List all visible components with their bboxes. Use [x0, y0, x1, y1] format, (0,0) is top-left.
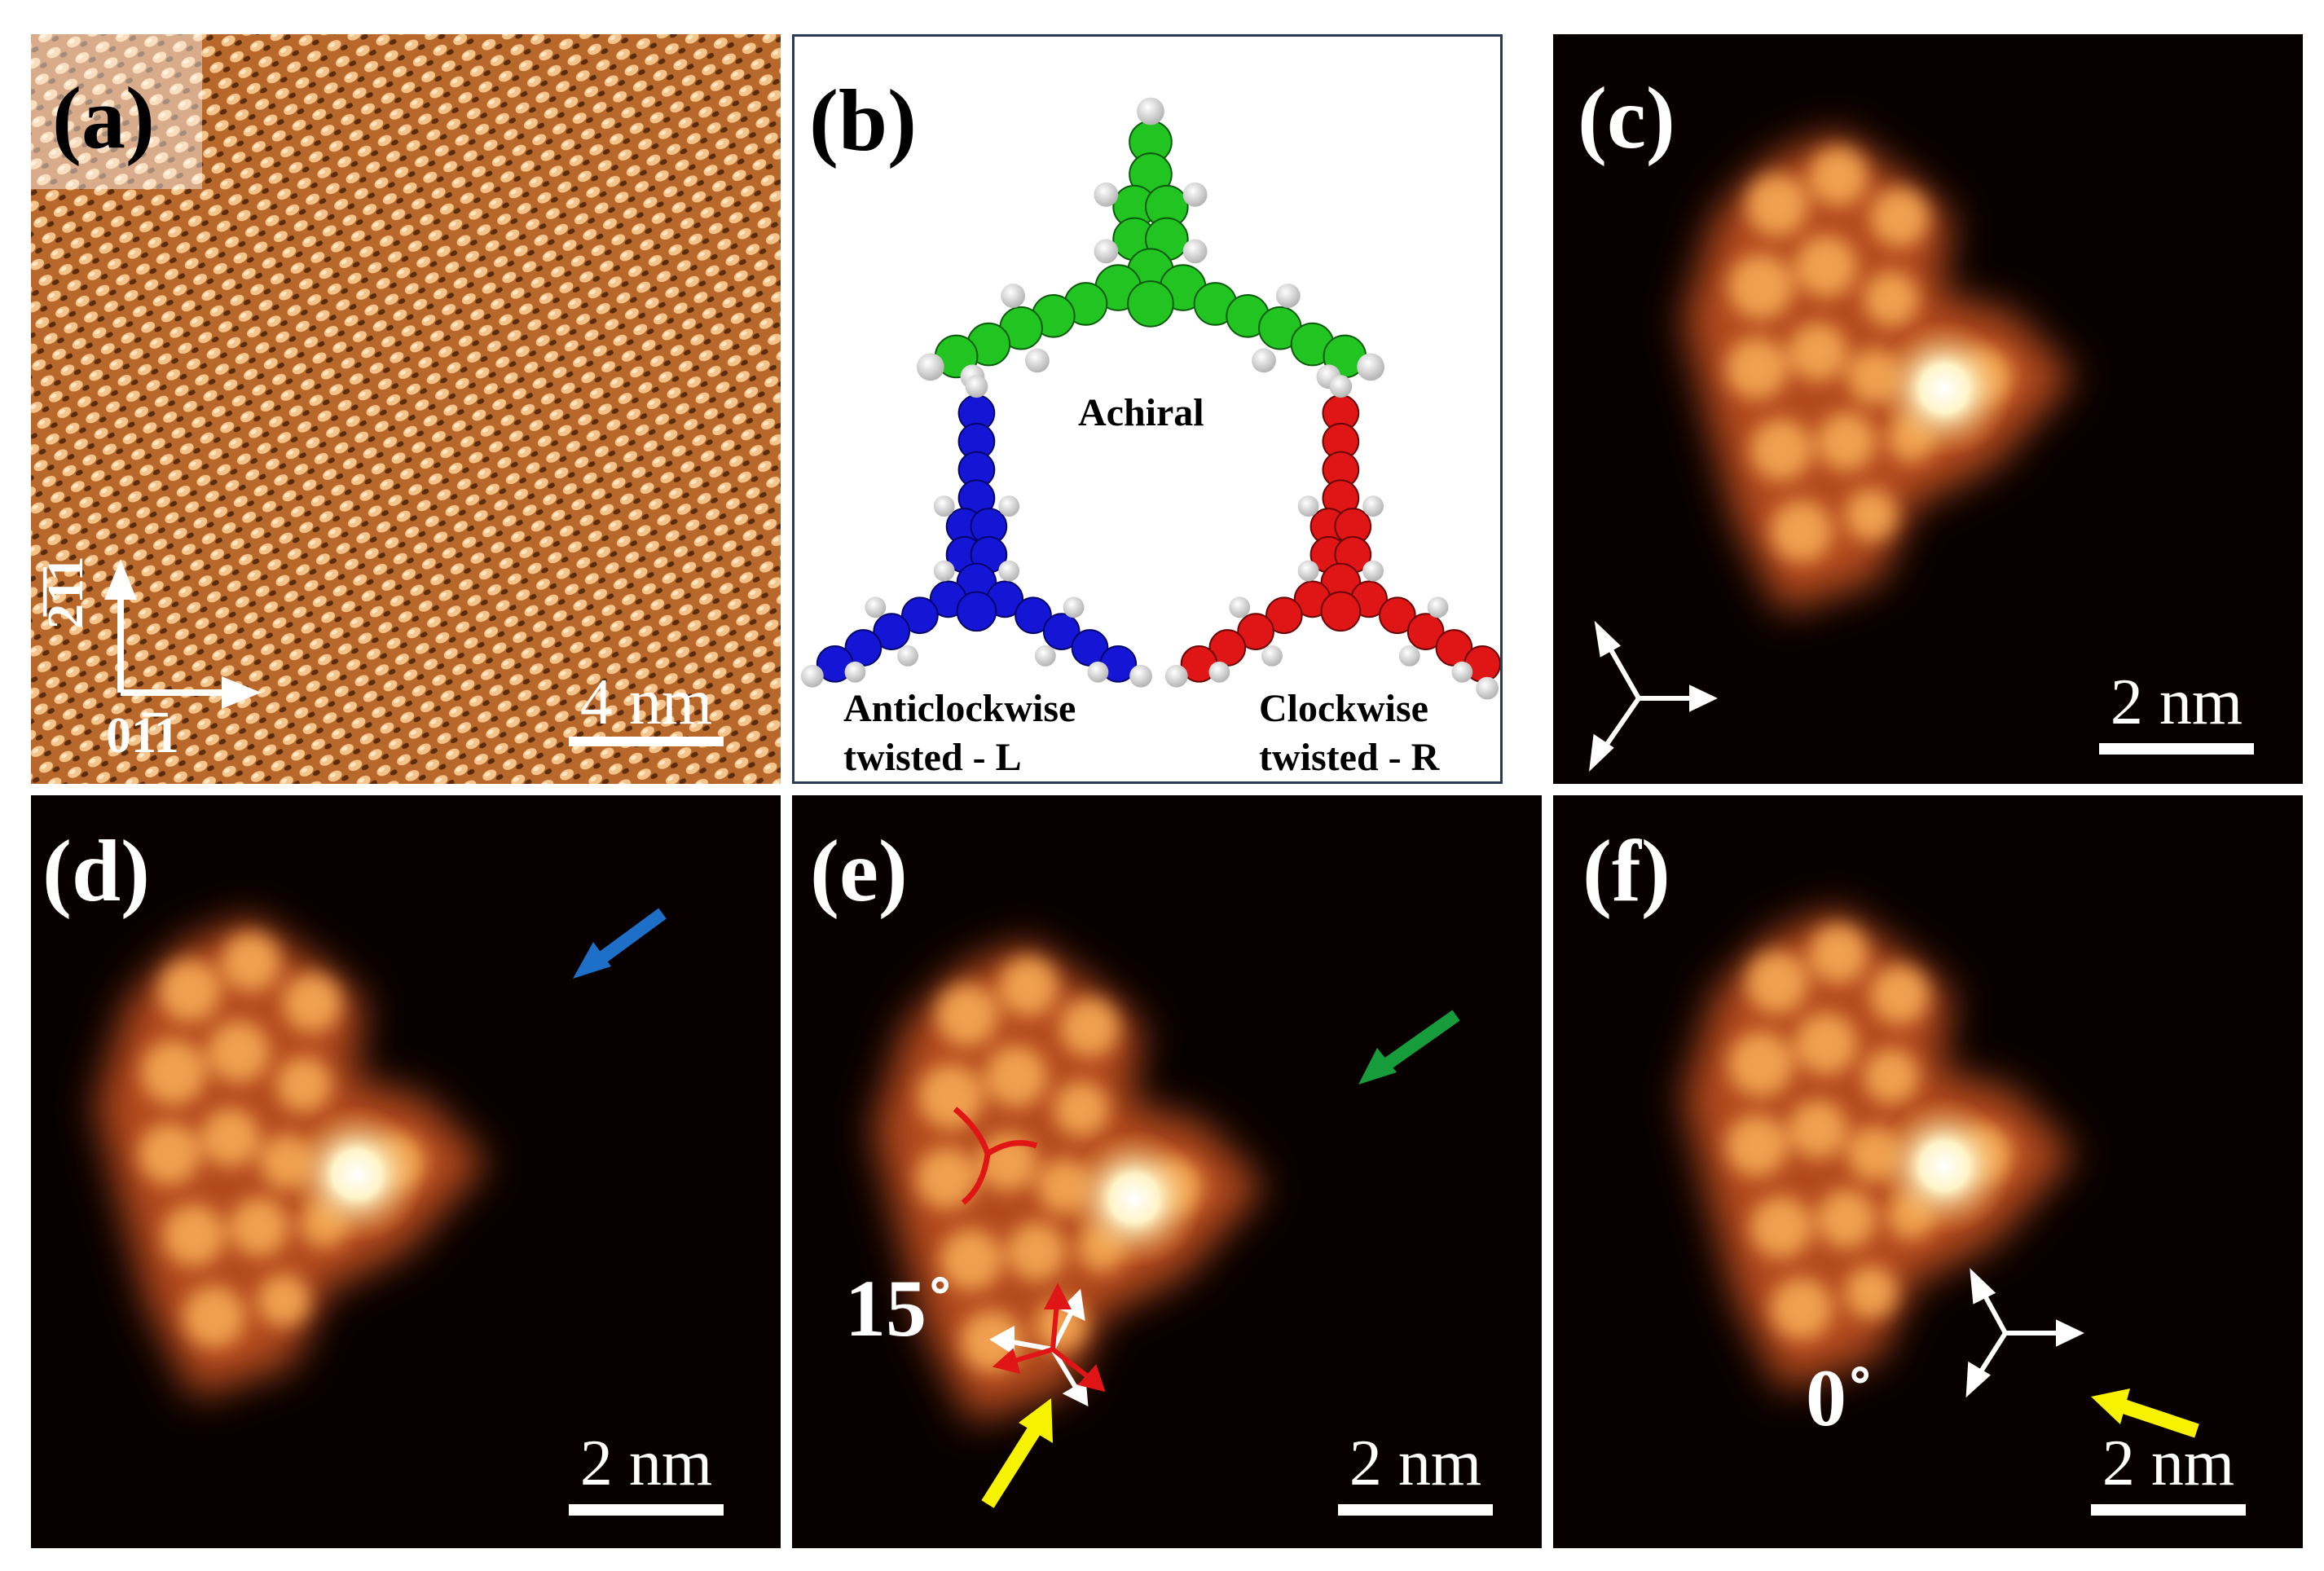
panel-c: (c) 2 nm [1553, 34, 2303, 784]
panel-e: (e) 15˚ 2 nm [792, 795, 1542, 1548]
orientation-arrows-f [1965, 1268, 2084, 1398]
scale-text-c: 2 nm [2110, 667, 2243, 738]
red-tripod-outline [953, 1107, 1038, 1205]
scale-bar-line-c [2099, 743, 2254, 755]
panel-label-b: (b) [809, 73, 917, 169]
achiral-molecule [916, 97, 1384, 389]
label-anticlockwise-line1: Anticlockwise [843, 687, 1076, 730]
stm-image-f [1553, 795, 2199, 1438]
stm-lattice-image [31, 34, 781, 784]
blue-arrow [573, 908, 667, 979]
panel-d: (d) 2 nm [31, 795, 781, 1548]
panel-label-d: (d) [42, 823, 150, 920]
label-anticlockwise-line2: twisted - L [843, 736, 1022, 779]
label-clockwise-line1: Clockwise [1259, 687, 1428, 730]
stm-image-e [792, 795, 1460, 1508]
panel-label-c: (c) [1578, 70, 1675, 167]
angle-label-f: 0˚ [1806, 1353, 1874, 1443]
scale-text-f: 2 nm [2102, 1428, 2235, 1499]
panel-f: (f) 0˚ 2 nm [1553, 795, 2303, 1548]
scale-bar-e: 2 nm [1338, 1431, 1493, 1516]
panel-b: (b) Achiral Anticlockwise twisted - L Cl… [792, 34, 1503, 784]
label-clockwise: Clockwise twisted - R [1259, 684, 1440, 781]
label-achiral: Achiral [1078, 391, 1204, 434]
panel-label-f: (f) [1582, 823, 1670, 920]
panel-a: (a) 2̅1̅1 01̅1 4 nm [31, 34, 781, 784]
scale-bar-line-f [2091, 1504, 2246, 1516]
stm-image-d [31, 908, 667, 1548]
panel-label-a: (a) [52, 70, 155, 167]
scale-text-e: 2 nm [1349, 1428, 1482, 1499]
label-anticlockwise: Anticlockwise twisted - L [843, 684, 1076, 781]
panel-label-e: (e) [810, 823, 908, 920]
molecule-models [800, 97, 1500, 700]
scale-bar-d: 2 nm [569, 1431, 724, 1516]
axis-label-vertical: 2̅1̅1 [38, 556, 94, 629]
stm-image-c [1589, 34, 2303, 772]
angle-label-e: 15˚ [845, 1263, 954, 1353]
scale-bar-f: 2 nm [2091, 1431, 2246, 1516]
clockwise-molecule [1164, 375, 1500, 700]
orientation-arrows-e [989, 1283, 1106, 1407]
scale-bar-a [569, 737, 724, 746]
anticlockwise-molecule [800, 375, 1152, 688]
yellow-arrow-f [2091, 1388, 2199, 1438]
scale-text-a: 4 nm [579, 667, 713, 738]
orientation-arrows-c [1589, 620, 1718, 772]
axis-label-horizontal: 01̅1 [106, 708, 179, 763]
scale-bar-line-d [569, 1504, 724, 1516]
scale-bar-line-e [1338, 1504, 1493, 1516]
green-arrow [1358, 1010, 1460, 1085]
scale-text-d: 2 nm [579, 1428, 713, 1499]
label-clockwise-line2: twisted - R [1259, 736, 1440, 779]
scale-bar-c: 2 nm [2099, 670, 2254, 755]
yellow-arrow-e [981, 1398, 1053, 1508]
crystal-axis-arrows [104, 559, 262, 709]
